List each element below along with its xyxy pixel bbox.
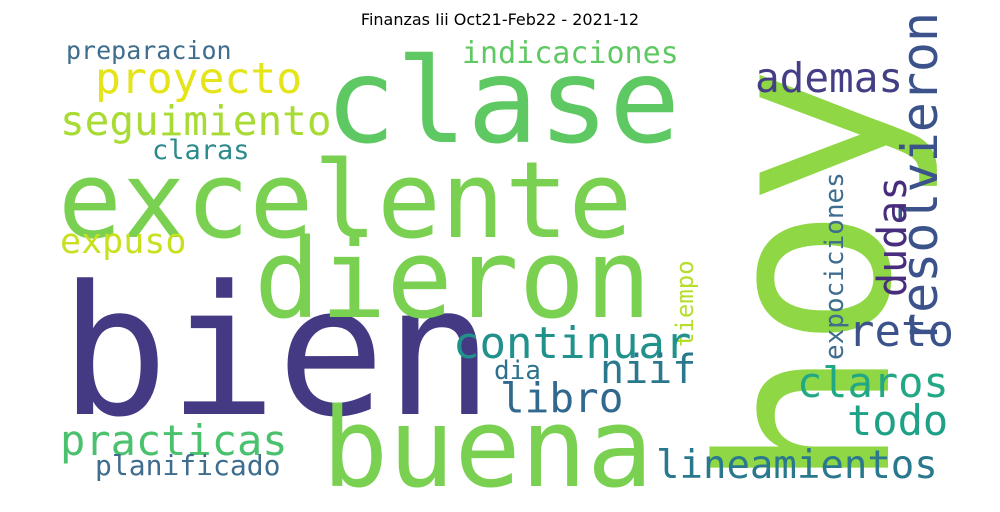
- word-seguimiento: seguimiento: [60, 97, 332, 145]
- word-claros: claros: [797, 358, 949, 407]
- word-ademas: ademas: [755, 54, 904, 102]
- word-cloud: hoy bien excelente clase buena dieron pr…: [58, 12, 954, 512]
- word-clase: clase: [325, 32, 681, 170]
- word-lineamientos: lineamientos: [656, 443, 938, 488]
- word-proyecto: proyecto: [95, 54, 303, 104]
- word-expuso: expuso: [60, 222, 187, 262]
- word-bien: bien: [60, 248, 494, 457]
- word-preparacion: preparacion: [66, 36, 232, 65]
- word-reto: reto: [848, 306, 954, 357]
- word-practicas: practicas: [60, 416, 288, 465]
- word-claras: claras: [152, 135, 250, 166]
- word-libro: libro: [500, 374, 624, 422]
- word-buena: buena: [322, 384, 654, 512]
- word-planificado: planificado: [95, 449, 281, 482]
- word-expociciones: expociciones: [820, 172, 850, 360]
- word-niif: niif: [600, 347, 697, 393]
- chart-title: Finanzas Iii Oct21-Feb22 - 2021-12: [360, 10, 640, 29]
- word-excelente: excelente: [58, 139, 633, 262]
- word-dia: dia: [494, 356, 541, 386]
- word-todo: todo: [847, 396, 949, 445]
- word-continuar: continuar: [453, 318, 692, 369]
- word-indicaciones: indicaciones: [462, 36, 679, 71]
- word-dieron: dieron: [254, 215, 652, 343]
- word-dudas: dudas: [870, 176, 916, 297]
